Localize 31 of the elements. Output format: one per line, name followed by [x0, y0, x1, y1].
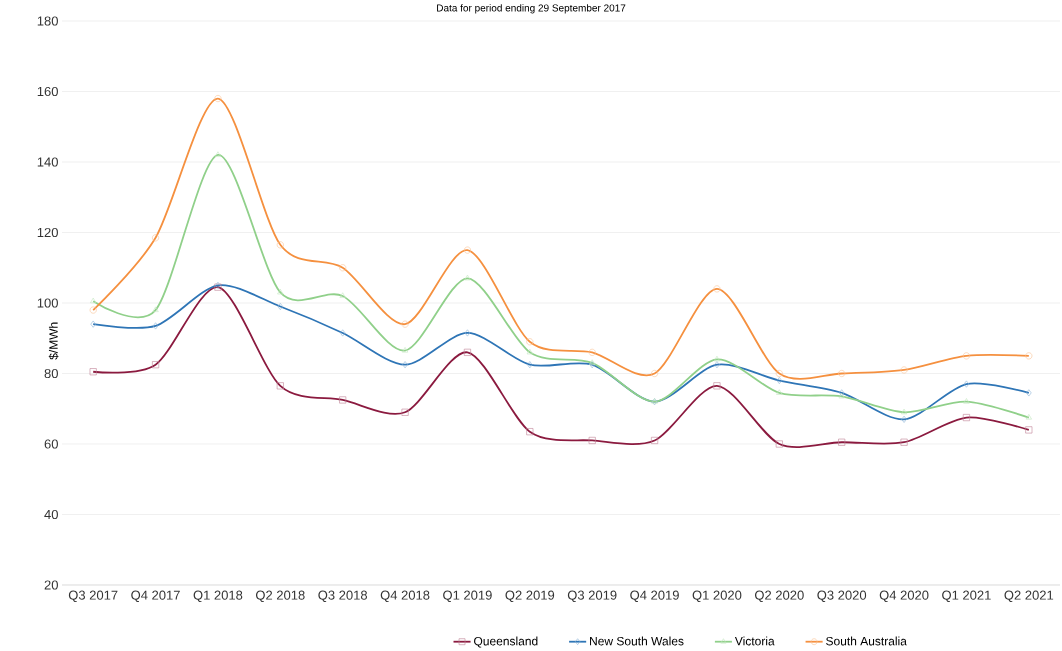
- x-tick-label: Q3 2020: [817, 590, 867, 603]
- y-tick-label: 100: [37, 298, 58, 308]
- x-tick-label: Q4 2020: [879, 590, 929, 603]
- legend-label: Queensland: [474, 636, 538, 648]
- x-tick-label: Q2 2021: [1004, 590, 1054, 603]
- y-tick-label: 180: [37, 16, 58, 26]
- y-tick-label: 60: [44, 439, 58, 449]
- y-tick-label: 40: [44, 509, 58, 520]
- x-tick-label: Q3 2019: [567, 590, 617, 603]
- legend-label: South Australia: [826, 636, 907, 646]
- x-tick-label: Q3 2017: [68, 590, 118, 603]
- y-tick-label: 80: [44, 368, 58, 379]
- y-tick-label: 140: [37, 157, 58, 167]
- legend-label: Victoria: [734, 636, 775, 646]
- legend-label: New South Wales: [590, 636, 684, 646]
- chart-title: Data for period ending 29 September 2017: [437, 4, 626, 14]
- y-axis-title: $/MWh: [48, 322, 59, 360]
- y-tick-label: 20: [44, 580, 58, 590]
- y-tick-label: 120: [37, 227, 58, 238]
- x-tick-label: Q4 2019: [630, 590, 679, 603]
- x-tick-label: Q1 2019: [443, 590, 492, 603]
- x-tick-label: Q2 2020: [755, 590, 804, 603]
- x-tick-label: Q2 2018: [255, 590, 305, 603]
- x-tick-label: Q4 2017: [131, 590, 180, 603]
- x-tick-label: Q1 2020: [692, 590, 742, 603]
- x-tick-label: Q4 2018: [380, 590, 430, 603]
- x-tick-label: Q2 2019: [505, 590, 555, 603]
- x-tick-label: Q1 2018: [193, 590, 243, 603]
- x-tick-label: Q3 2018: [318, 590, 368, 603]
- x-tick-label: Q1 2021: [942, 590, 991, 603]
- y-tick-label: 160: [37, 86, 58, 97]
